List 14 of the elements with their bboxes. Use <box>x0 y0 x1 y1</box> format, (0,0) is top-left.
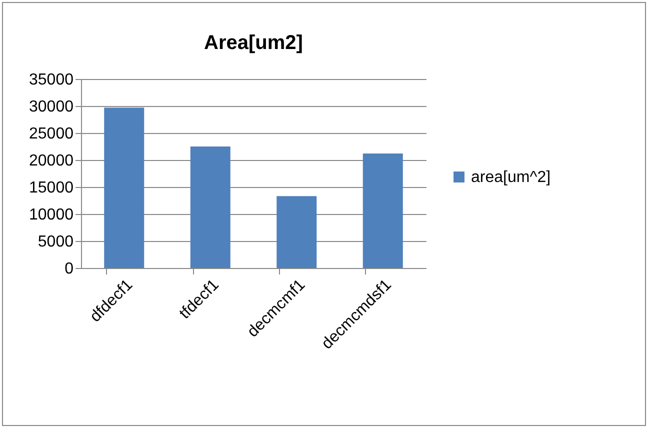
y-tick-label: 25000 <box>29 126 74 142</box>
y-tick-label: 0 <box>64 260 74 278</box>
chart-title: Area[um2] <box>204 32 303 54</box>
y-tick-label: 20000 <box>29 152 74 170</box>
y-tick-label: 35000 <box>29 72 74 88</box>
bar <box>276 196 317 268</box>
bar <box>104 108 144 268</box>
bar <box>190 146 230 268</box>
bar <box>362 154 403 268</box>
y-tick-label: 5000 <box>38 234 74 250</box>
legend-label: area[um^2] <box>471 169 551 186</box>
y-tick-label: 30000 <box>29 98 74 116</box>
y-tick-label: 15000 <box>29 180 74 196</box>
y-tick-label: 10000 <box>29 206 74 224</box>
